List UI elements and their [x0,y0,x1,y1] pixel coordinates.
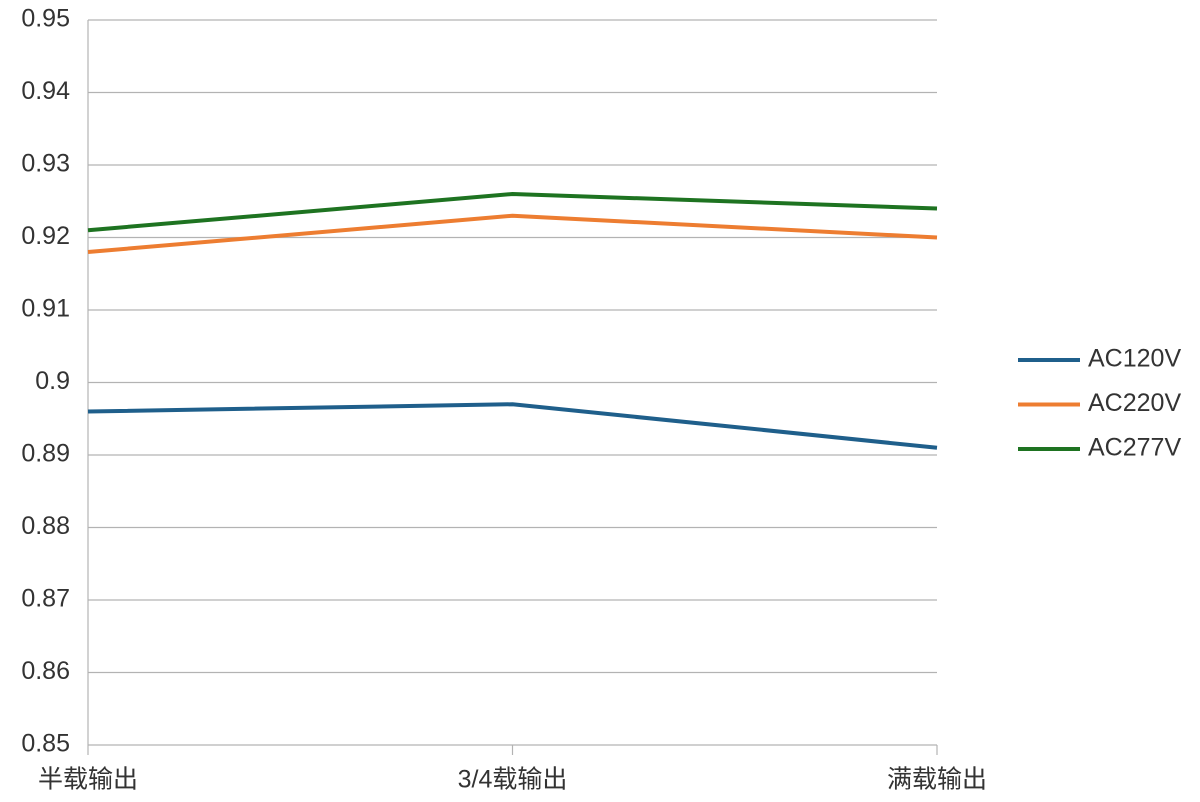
y-tick-label: 0.86 [21,657,70,685]
y-tick-label: 0.88 [21,512,70,540]
y-tick-label: 0.91 [21,295,70,323]
legend-label: AC220V [1088,389,1181,417]
y-tick-label: 0.87 [21,585,70,613]
series-line [87,192,938,233]
x-tick-label: 半载输出 [38,766,138,794]
legend-label: AC120V [1088,345,1181,373]
series-line [87,213,938,254]
x-tick-label: 满载输出 [887,766,987,794]
y-tick-label: 0.85 [21,730,70,758]
y-tick-label: 0.89 [21,440,70,468]
y-tick-label: 0.93 [21,150,70,178]
y-tick-label: 0.9 [35,367,70,395]
series-line [87,402,938,450]
y-tick-label: 0.95 [21,5,70,33]
x-tick-label: 3/4载输出 [458,766,568,794]
y-tick-label: 0.94 [21,77,70,105]
y-tick-label: 0.92 [21,222,70,250]
legend-label: AC277V [1088,434,1181,462]
